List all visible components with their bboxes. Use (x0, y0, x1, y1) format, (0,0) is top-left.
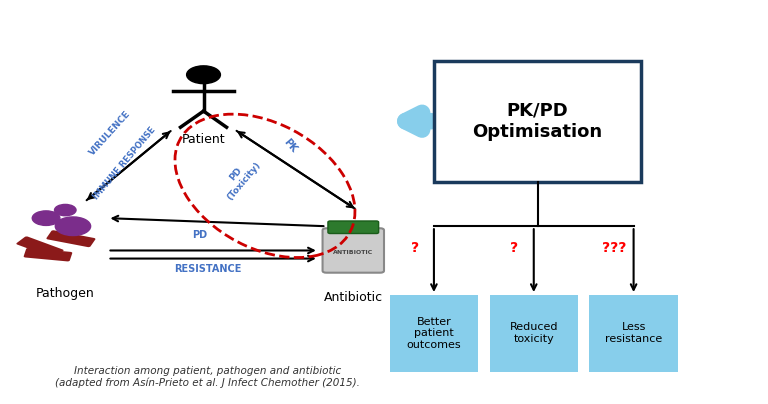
Text: Patient: Patient (182, 133, 225, 146)
Circle shape (55, 217, 91, 236)
FancyBboxPatch shape (46, 230, 95, 247)
Text: Antibiotic: Antibiotic (324, 291, 382, 304)
Circle shape (55, 204, 76, 216)
FancyBboxPatch shape (24, 248, 72, 261)
Text: Less
resistance: Less resistance (605, 322, 662, 344)
Text: PK: PK (282, 137, 299, 154)
Text: PK/PD
Optimisation: PK/PD Optimisation (472, 102, 603, 141)
Text: Better
patient
outcomes: Better patient outcomes (406, 317, 462, 350)
Text: PD: PD (192, 230, 207, 240)
Text: ?: ? (411, 242, 419, 255)
FancyBboxPatch shape (490, 295, 578, 372)
Circle shape (187, 66, 220, 84)
Text: IMMUNE RESPONSE: IMMUNE RESPONSE (91, 126, 157, 202)
Text: Interaction among patient, pathogen and antibiotic
(adapted from Asín-Prieto et : Interaction among patient, pathogen and … (55, 366, 359, 388)
FancyBboxPatch shape (434, 61, 641, 182)
Text: VIRULENCE: VIRULENCE (88, 109, 132, 158)
Text: ?: ? (511, 242, 518, 255)
FancyBboxPatch shape (328, 221, 379, 234)
FancyBboxPatch shape (323, 228, 384, 273)
Text: RESISTANCE: RESISTANCE (174, 264, 241, 274)
FancyBboxPatch shape (589, 295, 677, 372)
FancyBboxPatch shape (389, 295, 478, 372)
FancyBboxPatch shape (16, 236, 64, 258)
Text: ???: ??? (602, 242, 627, 255)
Text: Pathogen: Pathogen (36, 287, 94, 300)
Circle shape (32, 211, 60, 225)
Text: Reduced
toxicity: Reduced toxicity (509, 322, 558, 344)
Text: PD
(Toxicity): PD (Toxicity) (217, 154, 262, 202)
Text: ANTIBIOTIC: ANTIBIOTIC (333, 250, 373, 255)
